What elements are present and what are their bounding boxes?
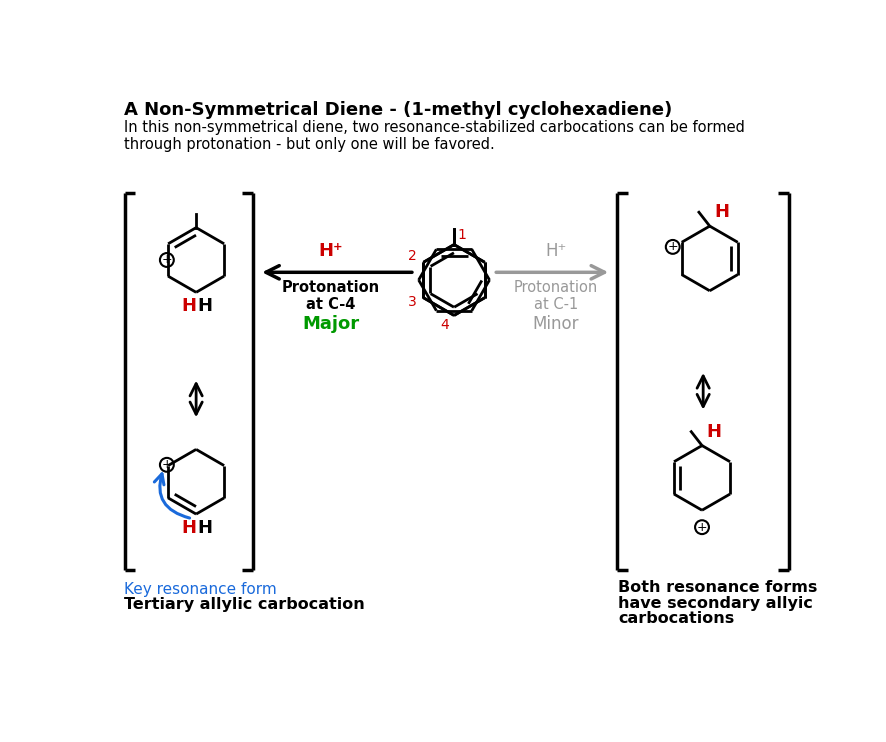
Text: Tertiary allylic carbocation: Tertiary allylic carbocation [124, 597, 364, 612]
Text: H: H [714, 203, 729, 221]
Text: +: + [161, 254, 172, 266]
Text: H: H [181, 298, 196, 315]
Text: 4: 4 [440, 318, 449, 332]
Text: H: H [181, 519, 196, 537]
Text: H⁺: H⁺ [319, 242, 343, 260]
Text: Both resonance forms: Both resonance forms [618, 580, 818, 595]
Text: Major: Major [302, 315, 360, 333]
Text: In this non-symmetrical diene, two resonance-stabilized carbocations can be form: In this non-symmetrical diene, two reson… [124, 120, 744, 152]
Text: H⁺: H⁺ [546, 242, 567, 260]
Text: 3: 3 [408, 295, 417, 309]
Text: Protonation
at C-4: Protonation at C-4 [282, 280, 380, 312]
Text: 1: 1 [457, 229, 466, 243]
Text: Key resonance form: Key resonance form [124, 582, 276, 597]
Text: +: + [696, 521, 707, 533]
Text: A Non-Symmetrical Diene - (1-methyl cyclohexadiene): A Non-Symmetrical Diene - (1-methyl cycl… [124, 102, 672, 119]
Text: H: H [198, 298, 213, 315]
Text: 2: 2 [408, 249, 417, 263]
Text: Minor: Minor [532, 315, 579, 333]
Text: H: H [198, 519, 213, 537]
Text: +: + [667, 240, 678, 253]
FancyArrowPatch shape [154, 474, 190, 518]
Text: H: H [707, 423, 722, 441]
Text: carbocations: carbocations [618, 611, 734, 626]
Text: +: + [161, 459, 172, 471]
Text: Protonation
at C-1: Protonation at C-1 [514, 280, 598, 312]
Text: have secondary allyic: have secondary allyic [618, 596, 813, 611]
